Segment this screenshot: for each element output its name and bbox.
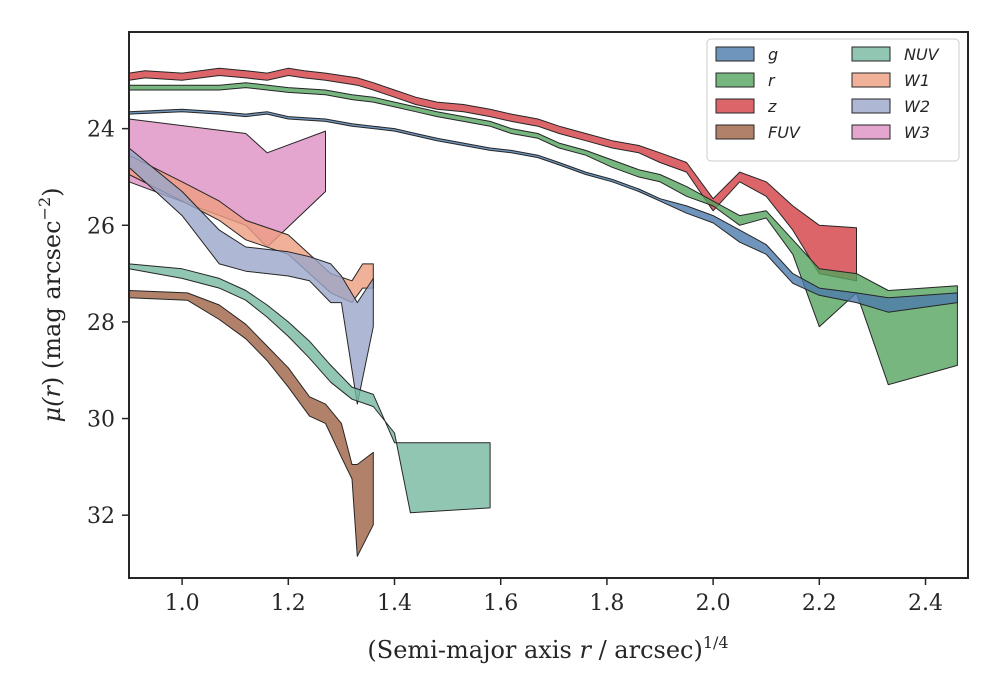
y-axis-label-unit: ) (mag arcsec xyxy=(38,220,66,386)
legend-label-w3: W3 xyxy=(904,123,930,142)
legend-swatch-z xyxy=(715,98,755,114)
x-tick-label: 1.2 xyxy=(271,591,306,616)
y-axis-label-close: ) xyxy=(38,187,66,196)
x-tick-label: 1.6 xyxy=(483,591,518,616)
legend-swatch-w2 xyxy=(851,98,891,114)
y-axis-label-mu: μ( xyxy=(38,397,66,423)
y-axis-label-var: r xyxy=(38,385,66,398)
y-axis-label-exponent: −2 xyxy=(35,197,54,221)
x-tick-label: 1.0 xyxy=(165,591,200,616)
band-r xyxy=(128,82,958,386)
y-tick-label: 32 xyxy=(87,504,115,529)
x-tick-label: 2.0 xyxy=(696,591,731,616)
legend-label-nuv: NUV xyxy=(904,45,940,64)
legend-swatch-w1 xyxy=(851,72,891,88)
y-axis-label: μ(r) (mag arcsec−2) xyxy=(35,187,66,422)
y-axis: 24 26 28 30 32 xyxy=(87,118,129,529)
x-tick-label: 1.4 xyxy=(377,591,412,616)
y-tick-label: 26 xyxy=(87,214,115,239)
x-axis-label-var: r xyxy=(579,636,592,664)
legend-label-r: r xyxy=(768,71,776,90)
band-g xyxy=(128,108,958,313)
legend-swatch-nuv xyxy=(851,46,891,62)
band-w2 xyxy=(128,147,374,405)
legend-box xyxy=(706,38,960,162)
x-tick-label: 2.4 xyxy=(908,591,943,616)
x-axis-label: (Semi-major axis r / arcsec)1/4 xyxy=(367,633,728,664)
band-fuv xyxy=(128,290,374,557)
x-axis-label-exponent: 1/4 xyxy=(703,633,729,652)
y-tick-label: 28 xyxy=(87,311,115,336)
y-tick-label: 24 xyxy=(87,118,115,143)
legend: grz FUV NUV W1 W2 W3 xyxy=(706,38,960,162)
x-tick-label: 1.8 xyxy=(589,591,624,616)
band-nuv xyxy=(128,263,491,514)
bands-layer xyxy=(128,67,958,557)
y-tick-label: 30 xyxy=(87,408,115,433)
legend-swatch-fuv xyxy=(715,124,755,140)
legend-label-w1: W1 xyxy=(904,71,930,90)
legend-label-fuv: FUV xyxy=(768,123,801,142)
x-axis-label-text: (Semi-major axis xyxy=(367,636,579,664)
legend-label-w2: W2 xyxy=(904,97,930,116)
legend-label-g: g xyxy=(768,45,778,64)
legend-label-z: z xyxy=(767,97,777,116)
legend-swatch-g xyxy=(715,46,755,62)
x-tick-label: 2.2 xyxy=(802,591,837,616)
x-axis-label-mid: / arcsec) xyxy=(591,636,703,664)
x-axis: 1.0 1.2 1.4 1.6 1.8 2.0 2.2 2.4 xyxy=(165,578,943,616)
legend-swatch-w3 xyxy=(851,124,891,140)
plot-frame xyxy=(128,31,969,579)
legend-swatch-r xyxy=(715,72,755,88)
